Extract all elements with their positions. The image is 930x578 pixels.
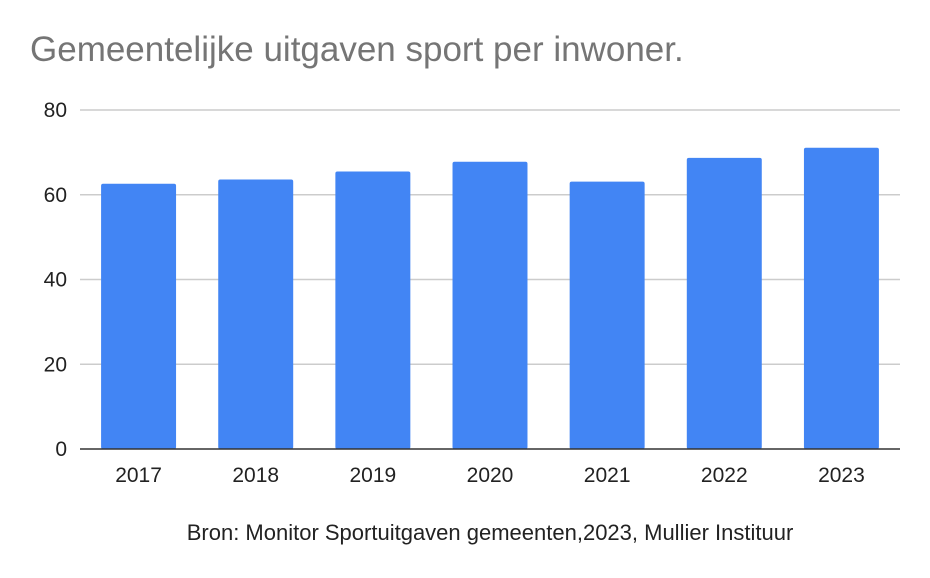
x-tick-label: 2023 bbox=[818, 464, 865, 487]
bar-2017 bbox=[101, 183, 177, 450]
y-tick-label: 40 bbox=[44, 269, 67, 292]
x-tick-label: 2018 bbox=[232, 464, 279, 487]
bar-2019 bbox=[335, 171, 411, 449]
x-tick-label: 2020 bbox=[467, 464, 514, 487]
bar-2018 bbox=[218, 179, 294, 449]
bar-2020 bbox=[452, 161, 528, 449]
x-axis-ticks: 2017 2018 2019 2020 2021 2022 2023 bbox=[115, 464, 865, 487]
x-tick-label: 2022 bbox=[701, 464, 748, 487]
y-axis-ticks: 0 20 40 60 80 bbox=[44, 99, 67, 461]
x-tick-label: 2017 bbox=[115, 464, 162, 487]
y-tick-label: 20 bbox=[44, 353, 67, 376]
y-tick-label: 60 bbox=[44, 184, 67, 207]
x-tick-label: 2021 bbox=[584, 464, 631, 487]
bar-2022 bbox=[686, 157, 762, 450]
bars bbox=[101, 147, 879, 450]
x-tick-label: 2019 bbox=[349, 464, 396, 487]
bar-2023 bbox=[803, 147, 879, 449]
chart-source-note: Bron: Monitor Sportuitgaven gemeenten,20… bbox=[186, 520, 794, 545]
chart-title: Gemeentelijke uitgaven sport per inwoner… bbox=[30, 30, 684, 69]
y-tick-label: 0 bbox=[55, 438, 67, 461]
y-tick-label: 80 bbox=[44, 99, 67, 122]
bar-2021 bbox=[569, 181, 645, 449]
